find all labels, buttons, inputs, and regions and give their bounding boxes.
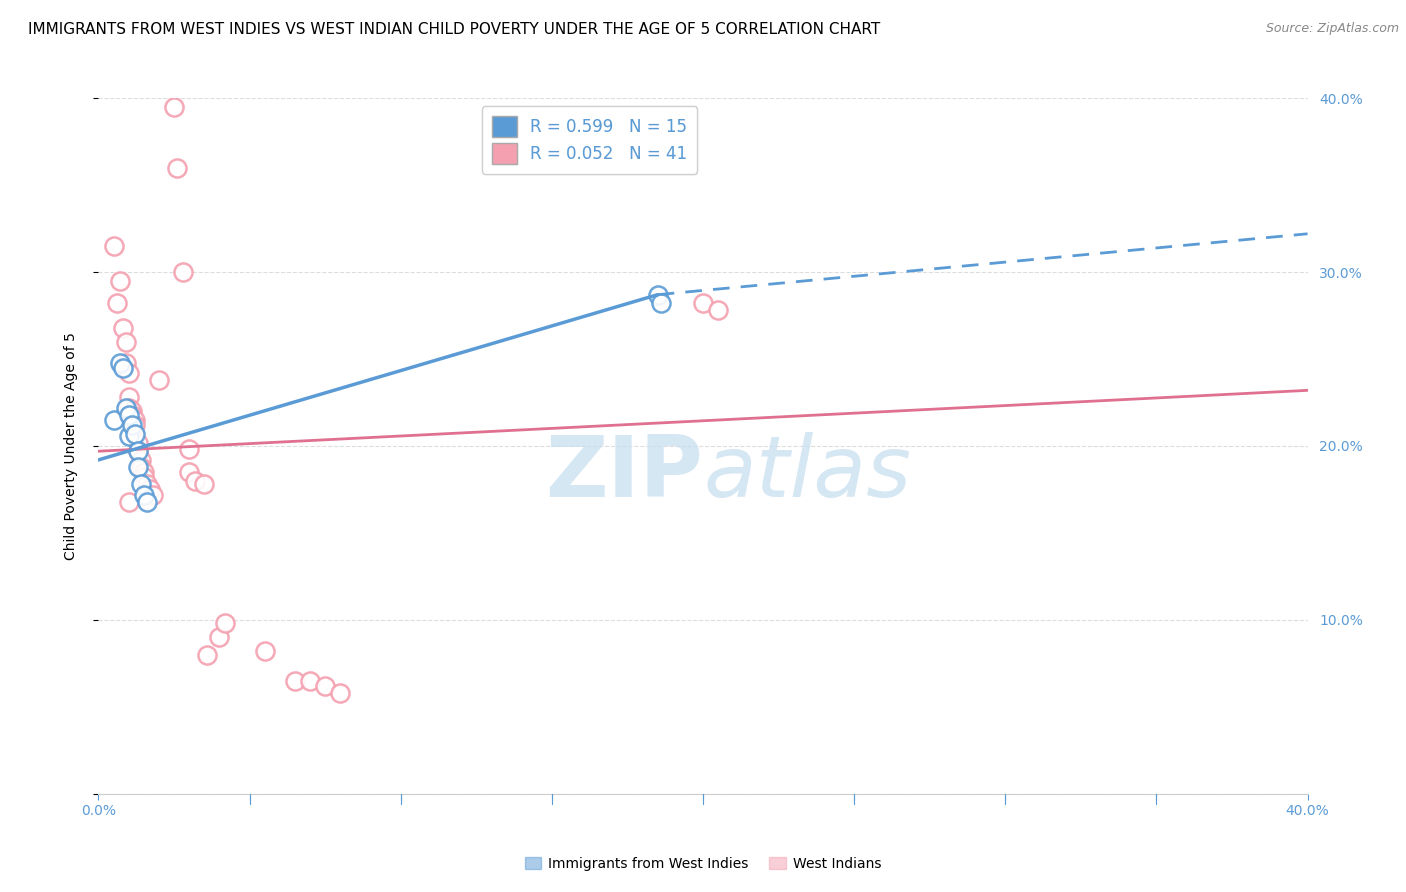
Point bbox=[647, 287, 669, 301]
Point bbox=[132, 470, 155, 484]
Point bbox=[124, 418, 146, 433]
Point bbox=[139, 483, 162, 497]
Point bbox=[253, 644, 276, 658]
Point bbox=[118, 366, 141, 380]
Y-axis label: Child Poverty Under the Age of 5: Child Poverty Under the Age of 5 bbox=[63, 332, 77, 560]
Point bbox=[118, 390, 141, 404]
Point bbox=[114, 334, 136, 349]
Point bbox=[118, 401, 141, 415]
Point bbox=[127, 459, 149, 474]
Text: atlas: atlas bbox=[703, 433, 911, 516]
Point bbox=[118, 408, 141, 422]
Point bbox=[111, 360, 134, 375]
Text: Source: ZipAtlas.com: Source: ZipAtlas.com bbox=[1265, 22, 1399, 36]
Point bbox=[105, 296, 128, 310]
Legend: R = 0.599   N = 15, R = 0.052   N = 41: R = 0.599 N = 15, R = 0.052 N = 41 bbox=[482, 106, 697, 174]
Point bbox=[184, 474, 207, 488]
Point bbox=[179, 465, 201, 479]
Point bbox=[108, 355, 131, 369]
Point bbox=[127, 435, 149, 450]
Point bbox=[195, 648, 218, 662]
Point bbox=[118, 494, 141, 508]
Point bbox=[111, 320, 134, 334]
Point bbox=[121, 404, 143, 418]
Point bbox=[172, 265, 194, 279]
Point bbox=[114, 401, 136, 415]
Point bbox=[127, 444, 149, 458]
Point bbox=[692, 296, 714, 310]
Point bbox=[163, 100, 186, 114]
Point bbox=[124, 413, 146, 427]
Point bbox=[135, 477, 157, 491]
Point bbox=[142, 488, 165, 502]
Point bbox=[103, 239, 125, 253]
Point bbox=[127, 444, 149, 458]
Point bbox=[650, 296, 672, 310]
Point bbox=[299, 673, 322, 688]
Point bbox=[166, 161, 188, 175]
Point bbox=[118, 428, 141, 442]
Point bbox=[329, 686, 352, 700]
Point bbox=[129, 459, 152, 474]
Point bbox=[129, 477, 152, 491]
Text: IMMIGRANTS FROM WEST INDIES VS WEST INDIAN CHILD POVERTY UNDER THE AGE OF 5 CORR: IMMIGRANTS FROM WEST INDIES VS WEST INDI… bbox=[28, 22, 880, 37]
Point bbox=[132, 465, 155, 479]
Point bbox=[148, 373, 170, 387]
Point bbox=[193, 477, 215, 491]
Point bbox=[121, 418, 143, 433]
Point bbox=[114, 355, 136, 369]
Legend: Immigrants from West Indies, West Indians: Immigrants from West Indies, West Indian… bbox=[519, 851, 887, 876]
Point bbox=[284, 673, 307, 688]
Point bbox=[135, 494, 157, 508]
Point bbox=[108, 274, 131, 288]
Point bbox=[121, 408, 143, 422]
Point bbox=[124, 426, 146, 441]
Text: ZIP: ZIP bbox=[546, 433, 703, 516]
Point bbox=[129, 453, 152, 467]
Point bbox=[103, 413, 125, 427]
Point bbox=[208, 630, 231, 644]
Point bbox=[214, 616, 236, 631]
Point bbox=[314, 679, 336, 693]
Point bbox=[179, 442, 201, 457]
Point bbox=[707, 303, 730, 318]
Point bbox=[132, 488, 155, 502]
